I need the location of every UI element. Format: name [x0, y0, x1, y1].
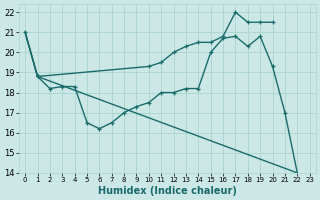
X-axis label: Humidex (Indice chaleur): Humidex (Indice chaleur)	[98, 186, 237, 196]
